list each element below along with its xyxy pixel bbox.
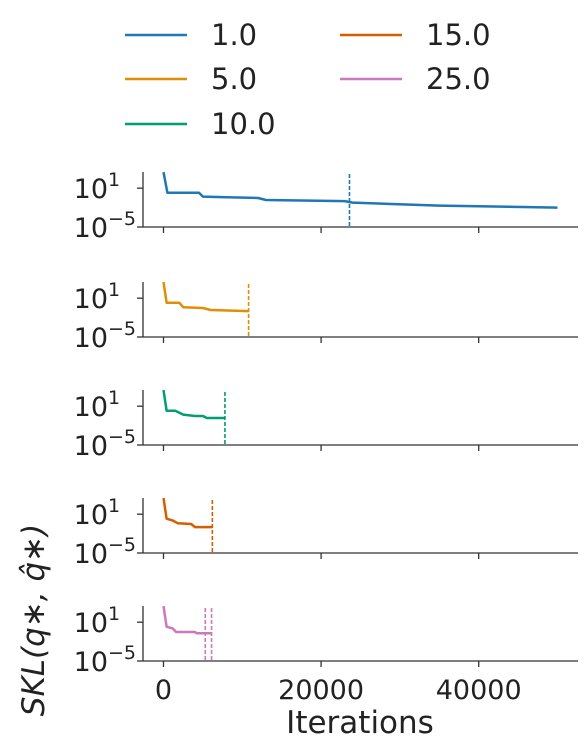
y-axis-label: SKL(q∗, q̂∗) bbox=[16, 524, 52, 716]
x-tick-label: 20000 bbox=[278, 675, 364, 706]
series-line bbox=[162, 171, 558, 209]
y-tick-label: 10 bbox=[74, 500, 108, 531]
panel: 10 110 −5 bbox=[74, 387, 578, 462]
x-axis: 0 20000 40000 bbox=[155, 675, 522, 706]
series-line bbox=[162, 497, 213, 529]
y-tick-label: 10 bbox=[74, 647, 108, 678]
y-tick-label: 10 bbox=[74, 539, 108, 570]
y-tick-label: 10 bbox=[74, 431, 108, 462]
y-tick-label: 10 bbox=[74, 213, 108, 244]
series-line bbox=[162, 389, 225, 420]
y-tick-exponent: −5 bbox=[108, 318, 136, 340]
y-tick-label: 10 bbox=[74, 284, 108, 315]
panels: 10 110 −510 110 −510 110 −510 110 −510 110 −5 bbox=[74, 169, 578, 678]
series-line bbox=[162, 281, 249, 313]
x-tick-label: 0 bbox=[155, 675, 172, 706]
y-tick-exponent: 1 bbox=[108, 603, 120, 625]
legend: 1.0 5.0 10.0 15.0 25.0 bbox=[125, 18, 491, 141]
legend-label: 10.0 bbox=[211, 107, 276, 141]
y-tick-exponent: −5 bbox=[108, 642, 136, 664]
legend-label: 15.0 bbox=[426, 18, 491, 52]
y-tick-exponent: 1 bbox=[108, 169, 120, 191]
y-tick-exponent: 1 bbox=[108, 495, 120, 517]
y-tick-exponent: −5 bbox=[108, 426, 136, 448]
panel: 10 110 −5 bbox=[74, 603, 578, 678]
legend-label: 5.0 bbox=[211, 62, 257, 96]
panel: 10 110 −5 bbox=[74, 279, 578, 354]
legend-label: 1.0 bbox=[211, 18, 257, 52]
y-tick-label: 10 bbox=[74, 392, 108, 423]
y-tick-label: 10 bbox=[74, 608, 108, 639]
y-tick-exponent: −5 bbox=[108, 208, 136, 230]
panel: 10 110 −5 bbox=[74, 495, 578, 570]
x-tick-label: 40000 bbox=[436, 675, 522, 706]
y-tick-label: 10 bbox=[74, 323, 108, 354]
series-line bbox=[162, 605, 212, 635]
y-tick-exponent: 1 bbox=[108, 387, 120, 409]
panel: 10 110 −5 bbox=[74, 169, 578, 244]
y-tick-exponent: 1 bbox=[108, 279, 120, 301]
legend-label: 25.0 bbox=[426, 62, 491, 96]
y-tick-exponent: −5 bbox=[108, 534, 136, 556]
x-axis-label: Iterations bbox=[286, 705, 434, 741]
y-tick-label: 10 bbox=[74, 174, 108, 205]
